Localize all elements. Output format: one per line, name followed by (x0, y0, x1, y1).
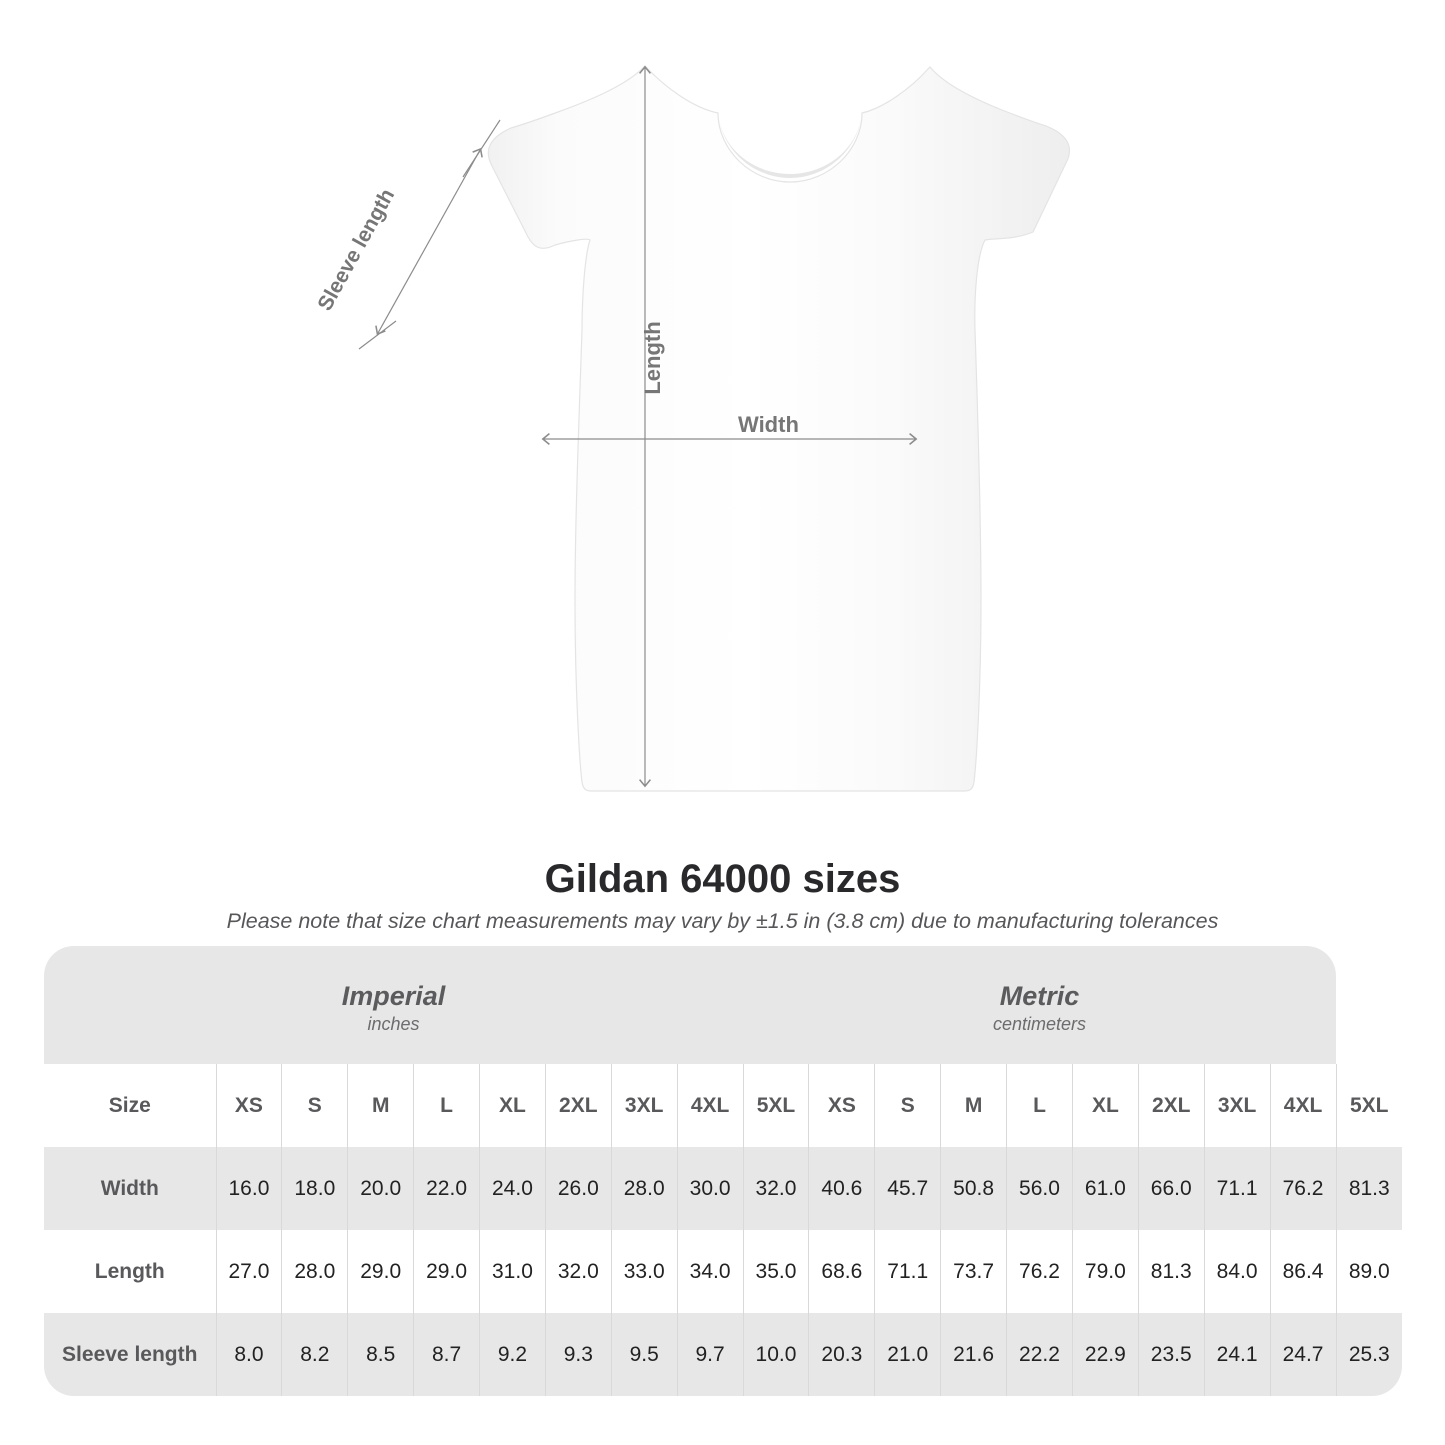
svg-text:Width: Width (738, 412, 799, 437)
svg-text:Sleeve length: Sleeve length (313, 185, 399, 315)
svg-text:Length: Length (640, 321, 665, 394)
